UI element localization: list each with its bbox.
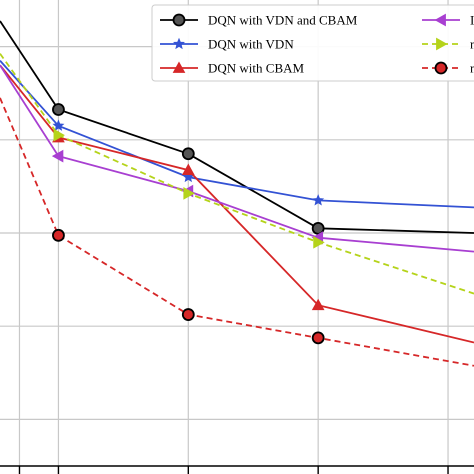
legend-label: m: [470, 37, 474, 52]
data-point: [52, 103, 65, 116]
series-1: [0, 59, 474, 209]
legend-label: DQN with VDN and CBAM: [208, 13, 358, 28]
series-0: [0, 20, 474, 235]
data-point: [51, 149, 64, 163]
series-layer: [0, 20, 474, 367]
legend-entry: m: [422, 37, 474, 52]
legend-marker: [434, 13, 446, 27]
legend-box: [151, 4, 474, 82]
series-line: [0, 53, 474, 295]
series-4: [0, 53, 474, 295]
legend-label: DQN with VDN: [208, 37, 294, 52]
legend-marker: [172, 61, 186, 73]
data-point: [311, 298, 325, 311]
legend-label: DQN with CBAM: [208, 61, 305, 76]
legend-entry: DQN with VDN: [160, 37, 294, 52]
series-line: [0, 64, 474, 253]
legend-marker: [434, 61, 448, 75]
data-point: [52, 119, 65, 131]
data-point: [311, 221, 325, 235]
legend-entry: DQN with CBAM: [160, 61, 305, 76]
legend-entry: I: [422, 13, 474, 28]
legend-entry: DQN with VDN and CBAM: [160, 13, 358, 28]
legend-label: m: [470, 61, 474, 76]
axes: [0, 465, 474, 474]
legend-label: I: [470, 13, 474, 28]
legend-marker: [172, 13, 186, 27]
series-5: [0, 97, 474, 367]
data-point: [183, 187, 195, 200]
series-line: [0, 59, 474, 209]
data-point: [311, 331, 325, 345]
data-point: [181, 147, 195, 161]
data-point: [181, 163, 195, 175]
data-point: [53, 128, 65, 142]
data-point: [313, 235, 325, 249]
data-point: [181, 308, 195, 321]
series-2: [0, 64, 474, 344]
data-point: [312, 194, 325, 206]
legend-entry: m: [422, 61, 474, 76]
legend: DQN with VDN and CBAM DQN with VDN DQN wit…: [151, 4, 474, 82]
series-3: [0, 64, 474, 253]
data-point: [52, 228, 65, 242]
legend-marker: [436, 37, 448, 51]
legend-marker: [173, 37, 185, 50]
